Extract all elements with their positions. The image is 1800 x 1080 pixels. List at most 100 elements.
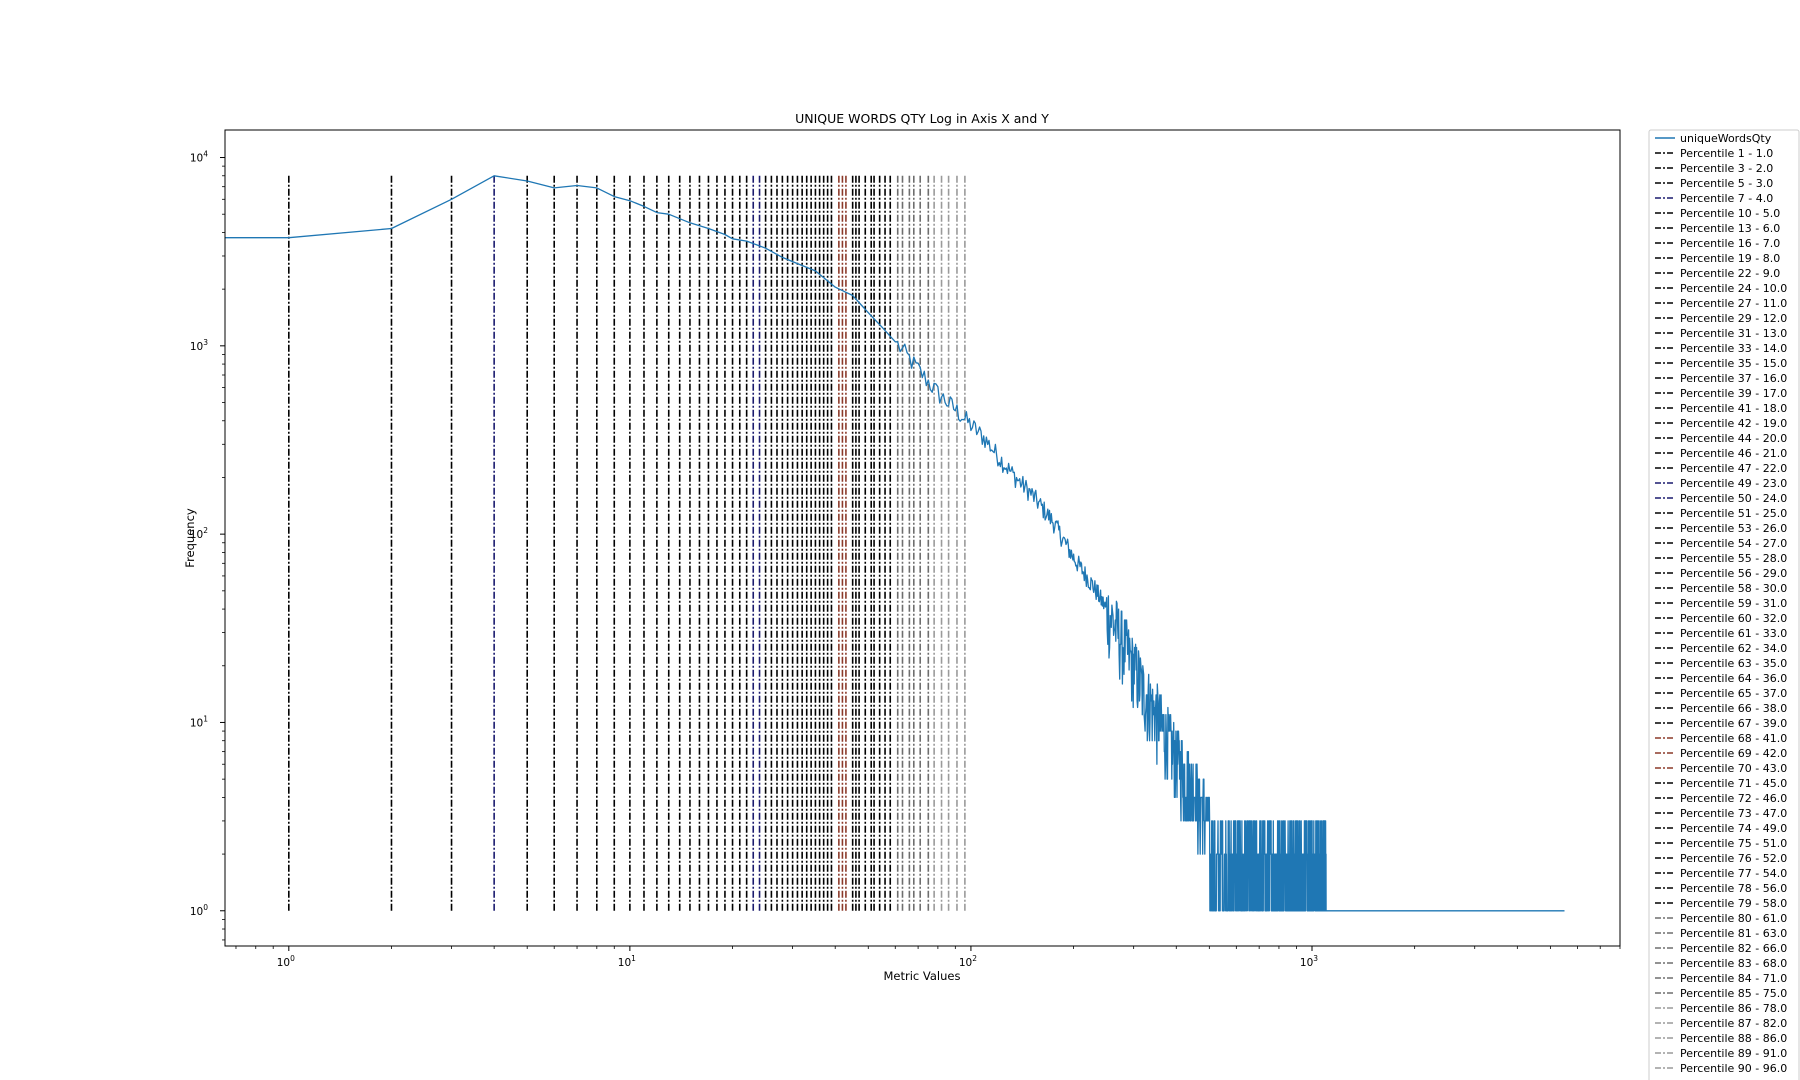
legend-item: Percentile 39 - 17.0 [1655, 387, 1787, 400]
legend-item: Percentile 82 - 66.0 [1655, 942, 1787, 955]
legend-item: Percentile 35 - 15.0 [1655, 357, 1787, 370]
legend-label: Percentile 27 - 11.0 [1680, 297, 1787, 310]
legend-label: Percentile 50 - 24.0 [1680, 492, 1787, 505]
legend-item: Percentile 75 - 51.0 [1655, 837, 1787, 850]
legend-item: Percentile 13 - 6.0 [1655, 222, 1780, 235]
legend-label: Percentile 35 - 15.0 [1680, 357, 1787, 370]
legend-item: Percentile 70 - 43.0 [1655, 762, 1787, 775]
legend-item: Percentile 77 - 54.0 [1655, 867, 1787, 880]
legend-item: Percentile 68 - 41.0 [1655, 732, 1787, 745]
legend-label: Percentile 90 - 96.0 [1680, 1062, 1787, 1075]
legend-label: Percentile 42 - 19.0 [1680, 417, 1787, 430]
legend-label: Percentile 60 - 32.0 [1680, 612, 1787, 625]
legend-label: Percentile 37 - 16.0 [1680, 372, 1787, 385]
legend-label: Percentile 86 - 78.0 [1680, 1002, 1787, 1015]
legend-item: Percentile 72 - 46.0 [1655, 792, 1787, 805]
legend-item: Percentile 41 - 18.0 [1655, 402, 1787, 415]
legend-label: Percentile 74 - 49.0 [1680, 822, 1787, 835]
legend-item: Percentile 67 - 39.0 [1655, 717, 1787, 730]
legend-item: Percentile 89 - 91.0 [1655, 1047, 1787, 1060]
legend-item: Percentile 5 - 3.0 [1655, 177, 1773, 190]
legend-label: Percentile 63 - 35.0 [1680, 657, 1787, 670]
legend-label: uniqueWordsQty [1680, 132, 1772, 145]
legend-label: Percentile 73 - 47.0 [1680, 807, 1787, 820]
legend-label: Percentile 13 - 6.0 [1680, 222, 1780, 235]
legend-label: Percentile 53 - 26.0 [1680, 522, 1787, 535]
legend-item: Percentile 63 - 35.0 [1655, 657, 1787, 670]
legend-item: Percentile 54 - 27.0 [1655, 537, 1787, 550]
legend-label: Percentile 51 - 25.0 [1680, 507, 1787, 520]
legend-item: Percentile 44 - 20.0 [1655, 432, 1787, 445]
legend-item: Percentile 24 - 10.0 [1655, 282, 1787, 295]
legend-item: Percentile 85 - 75.0 [1655, 987, 1787, 1000]
legend-item: Percentile 84 - 71.0 [1655, 972, 1787, 985]
x-axis-label: Metric Values [884, 969, 961, 983]
legend-label: Percentile 85 - 75.0 [1680, 987, 1787, 1000]
legend-label: Percentile 70 - 43.0 [1680, 762, 1787, 775]
legend-label: Percentile 46 - 21.0 [1680, 447, 1787, 460]
legend-label: Percentile 87 - 82.0 [1680, 1017, 1787, 1030]
legend-item: Percentile 69 - 42.0 [1655, 747, 1787, 760]
legend-label: Percentile 54 - 27.0 [1680, 537, 1787, 550]
legend-item: Percentile 31 - 13.0 [1655, 327, 1787, 340]
legend-item: Percentile 19 - 8.0 [1655, 252, 1780, 265]
legend-label: Percentile 81 - 63.0 [1680, 927, 1787, 940]
legend-item: Percentile 87 - 82.0 [1655, 1017, 1787, 1030]
legend-item: Percentile 47 - 22.0 [1655, 462, 1787, 475]
legend-label: Percentile 31 - 13.0 [1680, 327, 1787, 340]
legend-item: Percentile 3 - 2.0 [1655, 162, 1773, 175]
legend-label: Percentile 7 - 4.0 [1680, 192, 1773, 205]
legend-label: Percentile 16 - 7.0 [1680, 237, 1780, 250]
legend-item: Percentile 53 - 26.0 [1655, 522, 1787, 535]
legend-item: Percentile 86 - 78.0 [1655, 1002, 1787, 1015]
legend-label: Percentile 84 - 71.0 [1680, 972, 1787, 985]
legend-label: Percentile 62 - 34.0 [1680, 642, 1787, 655]
legend-label: Percentile 59 - 31.0 [1680, 597, 1787, 610]
plot-area [225, 175, 1565, 912]
legend-label: Percentile 66 - 38.0 [1680, 702, 1787, 715]
legend-item: Percentile 71 - 45.0 [1655, 777, 1787, 790]
legend-label: Percentile 65 - 37.0 [1680, 687, 1787, 700]
legend-label: Percentile 10 - 5.0 [1680, 207, 1780, 220]
legend-item: Percentile 90 - 96.0 [1655, 1062, 1787, 1075]
legend-item: Percentile 61 - 33.0 [1655, 627, 1787, 640]
legend-label: Percentile 69 - 42.0 [1680, 747, 1787, 760]
legend-label: Percentile 19 - 8.0 [1680, 252, 1780, 265]
legend-item: Percentile 81 - 63.0 [1655, 927, 1787, 940]
legend-label: Percentile 75 - 51.0 [1680, 837, 1787, 850]
legend-item: Percentile 42 - 19.0 [1655, 417, 1787, 430]
legend-item: Percentile 59 - 31.0 [1655, 597, 1787, 610]
legend-label: Percentile 24 - 10.0 [1680, 282, 1787, 295]
legend-label: Percentile 5 - 3.0 [1680, 177, 1773, 190]
legend-label: Percentile 56 - 29.0 [1680, 567, 1787, 580]
legend-label: Percentile 44 - 20.0 [1680, 432, 1787, 445]
legend-item: Percentile 50 - 24.0 [1655, 492, 1787, 505]
legend-label: Percentile 39 - 17.0 [1680, 387, 1787, 400]
chart-title: UNIQUE WORDS QTY Log in Axis X and Y [795, 111, 1049, 126]
legend-label: Percentile 80 - 61.0 [1680, 912, 1787, 925]
legend-item: Percentile 27 - 11.0 [1655, 297, 1787, 310]
legend-label: Percentile 89 - 91.0 [1680, 1047, 1787, 1060]
legend-item: Percentile 60 - 32.0 [1655, 612, 1787, 625]
legend: uniqueWordsQty Percentile 1 - 1.0 Percenti… [1648, 129, 1800, 1080]
legend-label: Percentile 41 - 18.0 [1680, 402, 1787, 415]
legend-item: Percentile 7 - 4.0 [1655, 192, 1773, 205]
legend-label: Percentile 61 - 33.0 [1680, 627, 1787, 640]
legend-label: Percentile 1 - 1.0 [1680, 147, 1773, 160]
legend-item: Percentile 79 - 58.0 [1655, 897, 1787, 910]
legend-label: Percentile 76 - 52.0 [1680, 852, 1787, 865]
legend-label: Percentile 55 - 28.0 [1680, 552, 1787, 565]
legend-item: uniqueWordsQty [1655, 132, 1772, 145]
legend-label: Percentile 49 - 23.0 [1680, 477, 1787, 490]
legend-item: Percentile 66 - 38.0 [1655, 702, 1787, 715]
legend-label: Percentile 77 - 54.0 [1680, 867, 1787, 880]
legend-item: Percentile 33 - 14.0 [1655, 342, 1787, 355]
legend-label: Percentile 64 - 36.0 [1680, 672, 1787, 685]
legend-label: Percentile 68 - 41.0 [1680, 732, 1787, 745]
legend-item: Percentile 37 - 16.0 [1655, 372, 1787, 385]
legend-item: Percentile 64 - 36.0 [1655, 672, 1787, 685]
legend-item: Percentile 83 - 68.0 [1655, 957, 1787, 970]
legend-label: Percentile 47 - 22.0 [1680, 462, 1787, 475]
